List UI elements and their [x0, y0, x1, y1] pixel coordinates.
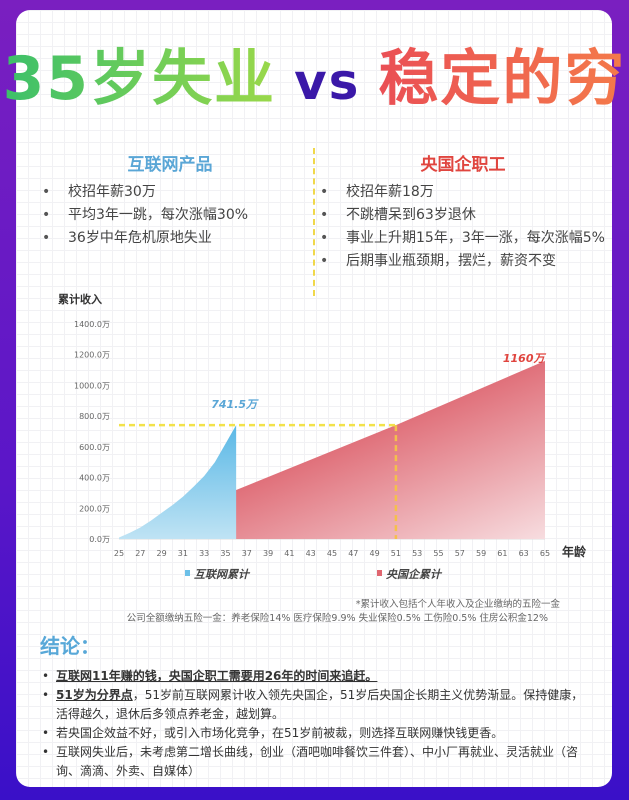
x-tick-label: 43 [306, 549, 316, 558]
x-tick-label: 61 [497, 549, 507, 558]
x-axis-label: 年龄 [562, 544, 587, 559]
list-item: 后期事业瓶颈期，摆烂，薪资不变 [318, 250, 608, 273]
list-item: 36岁中年危机原地失业 [40, 227, 300, 250]
soe-column: 央国企职工 校招年薪18万 不跳槽呆到63岁退休 事业上升期15年，3年一涨，每… [318, 150, 608, 273]
page-title: 35岁失业 vs 稳定的穷 [0, 30, 629, 117]
soe-heading: 央国企职工 [420, 155, 506, 175]
legend-swatch-internet [185, 570, 190, 576]
legend-soe: 央国企累计 [386, 568, 443, 581]
x-tick-label: 39 [263, 549, 273, 558]
x-tick-label: 47 [348, 549, 358, 558]
list-item: 事业上升期15年，3年一涨，每次涨幅5% [318, 227, 608, 250]
conclusion-title: 结论： [40, 634, 100, 658]
y-tick-label: 600.0万 [79, 443, 110, 452]
conclusion-item: 互联网失业后，未考虑第二增长曲线，创业（酒吧咖啡餐饮三件套）、中小厂再就业、灵活… [40, 743, 595, 781]
y-tick-label: 400.0万 [79, 474, 110, 483]
legend-swatch-soe [377, 570, 382, 576]
y-tick-label: 0.0万 [89, 535, 110, 544]
x-tick-label: 65 [540, 549, 550, 558]
title-vs: vs [294, 53, 361, 111]
y-tick-label: 1200.0万 [74, 351, 110, 360]
legend-internet: 互联网累计 [194, 568, 251, 581]
data-label-internet: 741.5万 [211, 398, 259, 411]
footnote-2: 公司全额缴纳五险一金：养老保险14% 医疗保险9.9% 失业保险0.5% 工伤险… [126, 613, 548, 624]
x-tick-label: 33 [199, 549, 209, 558]
internet-column: 互联网产品 校招年薪30万 平均3年一跳，每次涨幅30% 36岁中年危机原地失业 [40, 150, 300, 250]
conclusion-item: 51岁为分界点，51岁前互联网累计收入领先央国企，51岁后央国企长期主义优势渐显… [40, 686, 595, 724]
x-tick-label: 59 [476, 549, 486, 558]
x-tick-label: 31 [178, 549, 188, 558]
x-tick-label: 49 [370, 549, 380, 558]
conclusion-bold: 51岁为分界点 [56, 688, 133, 702]
y-tick-label: 200.0万 [79, 504, 110, 513]
title-left: 35岁失业 [2, 44, 277, 114]
x-tick-label: 25 [114, 549, 124, 558]
conclusion-text: 若央国企效益不好，或引入市场化竞争，在51岁前被裁，则选择互联网赚快钱更香。 [56, 726, 504, 740]
list-item: 不跳槽呆到63岁退休 [318, 204, 608, 227]
y-tick-label: 1000.0万 [74, 381, 110, 390]
x-tick-label: 63 [519, 549, 529, 558]
conclusion-text: ，51岁前互联网累计收入领先央国企，51岁后央国企长期主义优势渐显。保持健康，活… [56, 688, 584, 721]
conclusion-bold: 互联网11年赚的钱，央国企职工需要用26年的时间来追赶。 [56, 669, 378, 683]
footnote-1: *累计收入包括个人年收入及企业缴纳的五险一金 [355, 599, 560, 610]
y-tick-label: 1400.0万 [74, 320, 110, 329]
conclusion-item: 互联网11年赚的钱，央国企职工需要用26年的时间来追赶。 [40, 667, 595, 686]
list-item: 校招年薪30万 [40, 181, 300, 204]
x-tick-label: 37 [242, 549, 252, 558]
conclusion-text: 互联网失业后，未考虑第二增长曲线，创业（酒吧咖啡餐饮三件套）、中小厂再就业、灵活… [56, 745, 579, 778]
list-item: 平均3年一跳，每次涨幅30% [40, 204, 300, 227]
y-tick-label: 800.0万 [79, 412, 110, 421]
x-tick-label: 45 [327, 549, 337, 558]
data-label-soe: 1160万 [503, 352, 547, 365]
conclusion-item: 若央国企效益不好，或引入市场化竞争，在51岁前被裁，则选择互联网赚快钱更香。 [40, 724, 595, 743]
x-tick-label: 53 [412, 549, 422, 558]
conclusion-list: 互联网11年赚的钱，央国企职工需要用26年的时间来追赶。 51岁为分界点，51岁… [40, 667, 595, 781]
column-divider [313, 148, 315, 296]
y-axis-label: 累计收入 [58, 292, 102, 306]
internet-heading: 互联网产品 [127, 155, 213, 175]
x-tick-label: 55 [433, 549, 443, 558]
x-tick-label: 57 [455, 549, 465, 558]
title-right: 稳定的穷 [378, 44, 627, 114]
x-tick-label: 41 [284, 549, 294, 558]
x-tick-label: 29 [157, 549, 167, 558]
x-tick-label: 35 [220, 549, 230, 558]
list-item: 校招年薪18万 [318, 181, 608, 204]
x-tick-label: 27 [135, 549, 145, 558]
internet-area [119, 425, 237, 539]
x-tick-label: 51 [391, 549, 401, 558]
